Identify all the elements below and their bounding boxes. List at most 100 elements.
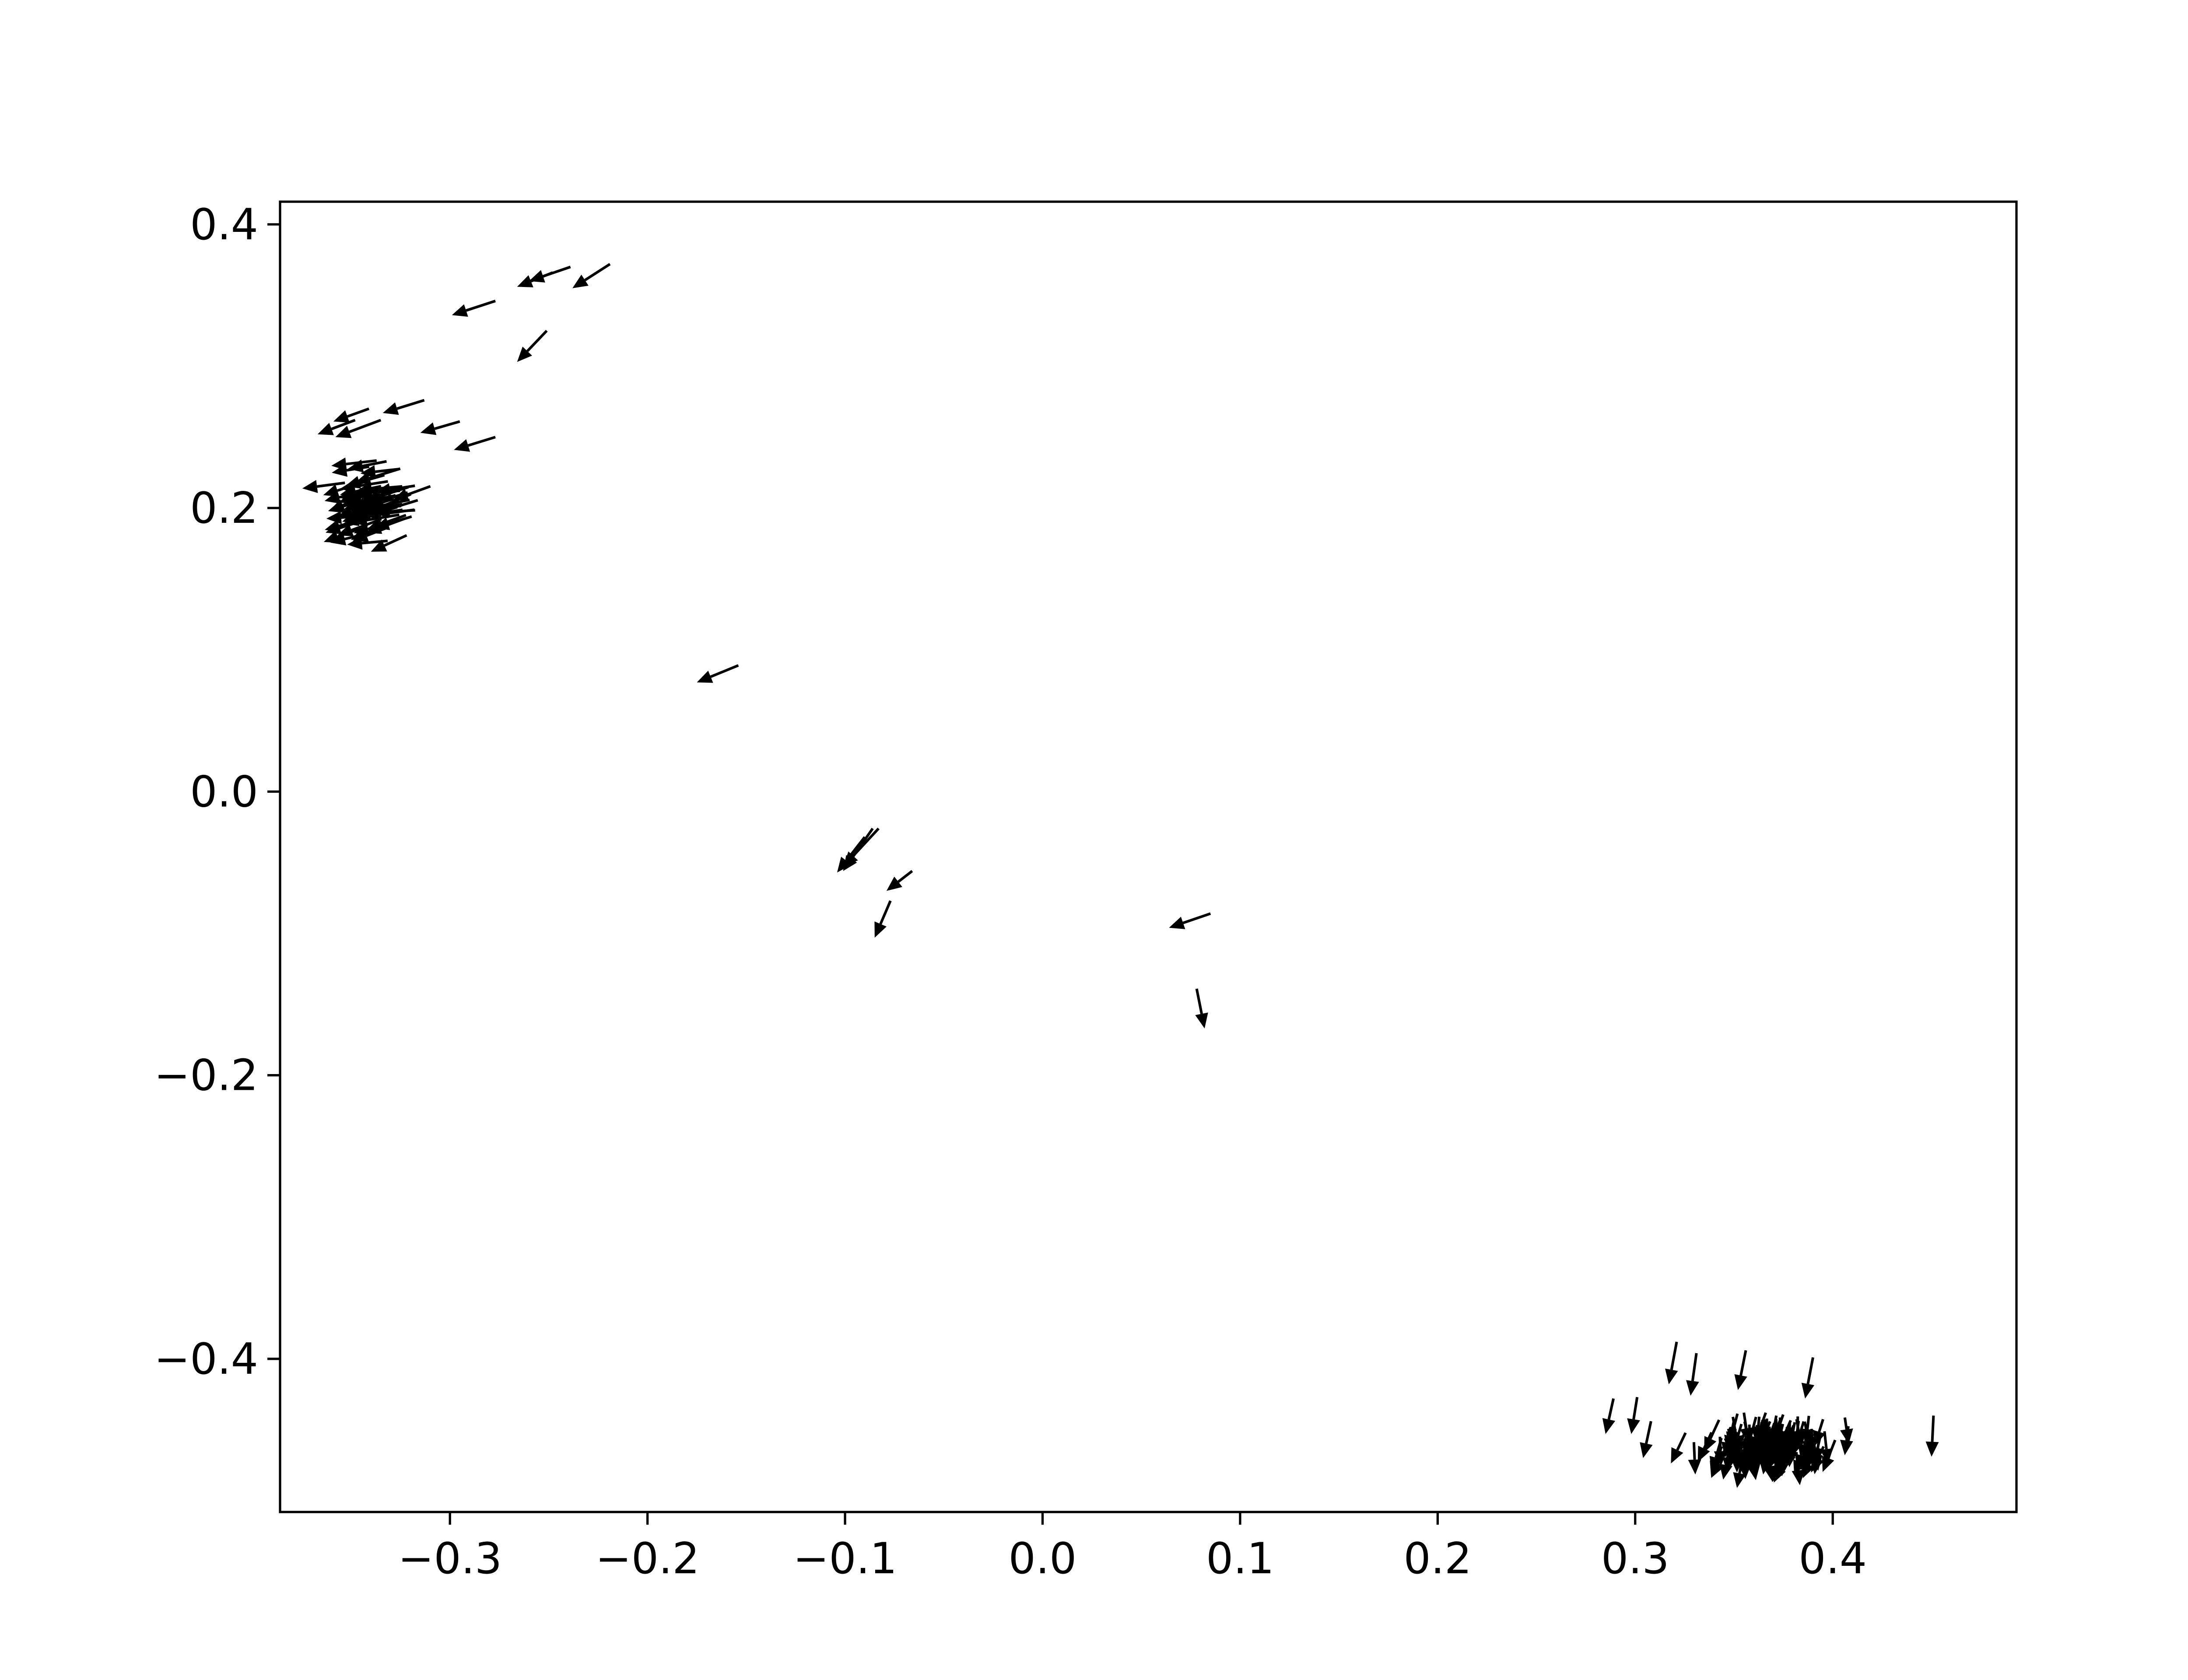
arrow-shaft bbox=[349, 419, 382, 433]
quiver-arrow bbox=[1792, 1419, 1806, 1449]
arrow-head bbox=[357, 483, 372, 496]
x-tick-label: 0.4 bbox=[1799, 1534, 1867, 1584]
arrow-head bbox=[837, 857, 852, 873]
arrow-shaft bbox=[526, 329, 548, 352]
arrow-shaft bbox=[342, 494, 366, 507]
arrow-shaft bbox=[1772, 1425, 1782, 1444]
quiver-arrow bbox=[1729, 1417, 1743, 1451]
arrow-shaft bbox=[1812, 1436, 1817, 1456]
arrow-shaft bbox=[1803, 1421, 1810, 1441]
arrow-shaft bbox=[1729, 1427, 1732, 1439]
arrow-shaft bbox=[1795, 1419, 1801, 1434]
arrow-head bbox=[874, 921, 887, 938]
quiver-arrow bbox=[1792, 1452, 1805, 1485]
x-tick-label: 0.3 bbox=[1601, 1534, 1669, 1584]
arrow-head bbox=[1738, 1464, 1752, 1479]
arrow-shaft bbox=[530, 271, 554, 283]
quiver-arrow bbox=[357, 483, 403, 496]
arrow-shaft bbox=[1806, 1415, 1810, 1430]
quiver-arrow bbox=[337, 519, 378, 536]
quiver-arrow bbox=[1711, 1447, 1727, 1478]
arrow-shaft bbox=[1716, 1447, 1727, 1465]
arrow-shaft bbox=[351, 519, 378, 532]
arrow-shaft bbox=[1931, 1415, 1935, 1442]
quiver-arrow bbox=[302, 480, 345, 493]
arrow-head bbox=[1602, 1418, 1616, 1434]
arrow-shaft bbox=[1756, 1430, 1764, 1444]
arrow-shaft bbox=[1757, 1416, 1761, 1430]
arrow-shaft bbox=[1788, 1422, 1791, 1442]
arrow-head bbox=[1711, 1462, 1724, 1478]
quiver-arrow bbox=[333, 407, 370, 423]
quiver-arrow bbox=[1809, 1436, 1823, 1471]
arrow-head bbox=[1734, 1374, 1747, 1390]
arrow-shaft bbox=[375, 468, 400, 473]
quiver-arrow bbox=[1783, 1422, 1796, 1457]
arrow-shaft bbox=[384, 534, 407, 547]
arrow-shaft bbox=[347, 407, 370, 418]
x-tick-label: −0.2 bbox=[596, 1534, 700, 1584]
arrow-shaft bbox=[1806, 1357, 1814, 1384]
quiver-arrow bbox=[1840, 1426, 1853, 1456]
arrow-shaft bbox=[366, 526, 389, 537]
arrow-shaft bbox=[1795, 1452, 1800, 1471]
arrow-shaft bbox=[1692, 1442, 1696, 1460]
quiver-arrow bbox=[517, 329, 548, 362]
arrow-head bbox=[1665, 1368, 1678, 1385]
arrow-shaft bbox=[1195, 988, 1203, 1014]
arrow-shaft bbox=[1823, 1431, 1828, 1449]
quiver-arrow bbox=[1801, 1441, 1814, 1472]
arrow-head bbox=[697, 671, 713, 683]
arrow-head bbox=[572, 274, 589, 288]
x-tick-label: −0.3 bbox=[398, 1534, 502, 1584]
arrow-shaft bbox=[466, 300, 496, 312]
quiver-arrow bbox=[1925, 1415, 1939, 1457]
arrow-head bbox=[1771, 1466, 1784, 1482]
arrow-head bbox=[340, 480, 356, 493]
quiver-arrow bbox=[1767, 1425, 1782, 1457]
arrow-head bbox=[352, 529, 369, 542]
arrow-head bbox=[323, 484, 340, 497]
arrow-shaft bbox=[434, 420, 460, 430]
arrow-head bbox=[1751, 1441, 1764, 1458]
arrow-shaft bbox=[381, 514, 407, 525]
quiver-arrow bbox=[452, 300, 496, 317]
arrow-head bbox=[420, 422, 437, 435]
y-tick-label: 0.2 bbox=[190, 483, 258, 533]
arrow-head bbox=[886, 876, 902, 891]
arrow-head bbox=[1195, 1012, 1208, 1029]
arrow-shaft bbox=[388, 509, 415, 513]
quiver-arrow bbox=[371, 534, 407, 552]
quiver-arrow bbox=[360, 465, 400, 479]
quiver-arrow bbox=[1602, 1398, 1616, 1434]
axes-frame bbox=[279, 200, 2018, 1513]
arrow-head bbox=[331, 457, 347, 471]
arrow-shaft bbox=[1715, 1446, 1723, 1463]
arrow-shaft bbox=[1691, 1353, 1698, 1381]
x-tick-label: 0.1 bbox=[1206, 1534, 1274, 1584]
arrow-shaft bbox=[879, 900, 892, 925]
arrow-head bbox=[1688, 1459, 1701, 1475]
arrow-head bbox=[1733, 1472, 1746, 1488]
arrow-shaft bbox=[1806, 1441, 1810, 1458]
arrow-head bbox=[1792, 1470, 1805, 1485]
arrow-shaft bbox=[1779, 1438, 1783, 1451]
arrow-shaft bbox=[584, 263, 611, 281]
arrow-shaft bbox=[710, 664, 739, 678]
arrow-head bbox=[1169, 917, 1185, 929]
quiver-arrow bbox=[1734, 1350, 1747, 1390]
arrow-shaft bbox=[1750, 1416, 1757, 1436]
arrow-head bbox=[328, 500, 344, 513]
arrow-shaft bbox=[1670, 1341, 1678, 1370]
y-tick-label: −0.2 bbox=[154, 1051, 258, 1101]
arrow-shaft bbox=[1743, 1421, 1750, 1441]
arrow-shaft bbox=[1703, 1432, 1713, 1449]
arrow-head bbox=[330, 532, 347, 546]
arrow-shaft bbox=[1827, 1439, 1837, 1459]
arrow-head bbox=[1627, 1418, 1640, 1434]
y-tick-label: 0.0 bbox=[190, 767, 258, 817]
arrow-shaft bbox=[342, 496, 373, 508]
arrow-shaft bbox=[1709, 1419, 1721, 1439]
